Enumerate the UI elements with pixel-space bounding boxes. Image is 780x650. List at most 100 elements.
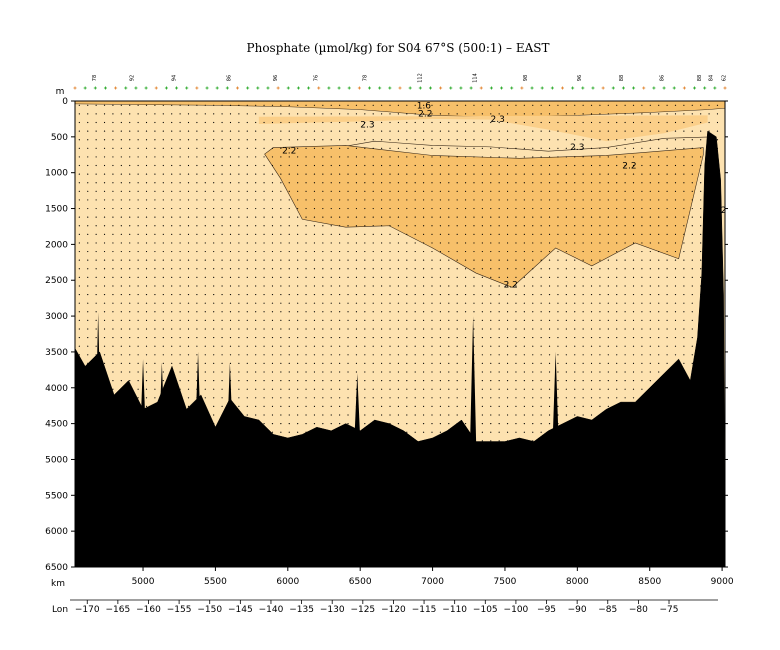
bottle-sample-dot: [540, 293, 542, 296]
bottle-sample-dot: [87, 526, 89, 528]
bottle-sample-dot: [422, 121, 425, 124]
bottle-sample-dot: [414, 414, 416, 416]
bottle-sample-dot: [473, 225, 475, 227]
plot-area: [74, 100, 726, 568]
bottle-sample-dot: [112, 354, 114, 356]
bottle-sample-dot: [574, 362, 576, 364]
bottle-sample-dot: [616, 225, 618, 227]
bottle-sample-dot: [213, 354, 215, 356]
bottle-sample-dot: [204, 104, 206, 106]
bottle-sample-dot: [422, 113, 425, 115]
bottle-sample-dot: [171, 302, 173, 304]
bottle-sample-dot: [322, 225, 324, 227]
bottle-sample-dot: [389, 276, 391, 278]
bottle-sample-dot: [641, 199, 643, 201]
bottle-sample-dot: [162, 302, 164, 304]
bottle-sample-dot: [213, 474, 215, 476]
bottle-sample-dot: [171, 354, 173, 356]
bottle-sample-dot: [381, 491, 383, 494]
bottle-sample-dot: [196, 328, 198, 330]
bottle-sample-dot: [716, 302, 719, 304]
bottle-sample-dot: [78, 113, 80, 115]
bottle-sample-dot: [372, 225, 374, 227]
bottle-sample-dot: [129, 328, 131, 330]
bottle-sample-dot: [641, 164, 643, 167]
bottle-sample-dot: [322, 474, 324, 476]
bottle-sample-dot: [95, 182, 97, 184]
bottle-sample-dot: [557, 311, 559, 313]
bottle-sample-dot: [590, 199, 593, 201]
bottle-sample-dot: [515, 414, 517, 416]
bottle-sample-dot: [129, 293, 131, 296]
bottle-sample-dot: [607, 190, 609, 192]
bottle-sample-dot: [112, 302, 114, 304]
bottle-sample-dot: [213, 534, 215, 537]
bottle-sample-dot: [87, 139, 89, 141]
bottle-sample-dot: [624, 319, 626, 321]
bottle-sample-dot: [364, 517, 366, 519]
bottle-sample-dot: [313, 104, 316, 106]
bottle-sample-dot: [322, 517, 324, 519]
bottle-sample-dot: [305, 371, 307, 373]
bottle-sample-dot: [506, 268, 509, 270]
bottle-sample-dot: [532, 311, 534, 313]
bottle-sample-dot: [95, 440, 97, 442]
bottle-sample-dot: [288, 164, 290, 167]
bottle-sample-dot: [448, 139, 450, 141]
bottle-sample-dot: [649, 380, 651, 382]
bottle-sample-dot: [464, 328, 467, 330]
bottle-sample-dot: [456, 104, 458, 106]
bottle-sample-dot: [666, 336, 668, 339]
bottle-sample-dot: [280, 448, 282, 451]
x-tick-label: 7000: [421, 577, 444, 587]
bottle-sample-dot: [305, 543, 307, 545]
bottle-sample-dot: [112, 543, 114, 545]
bottle-sample-dot: [313, 302, 316, 304]
bottle-sample-dot: [540, 552, 542, 554]
bottle-sample-dot: [288, 354, 290, 356]
bottle-sample-dot: [708, 534, 710, 537]
bottle-sample-dot: [599, 483, 601, 485]
contour-value-label: 2.2: [504, 281, 518, 291]
bottle-sample-dot: [238, 293, 240, 296]
bottle-sample-dot: [129, 534, 131, 537]
bottle-sample-dot: [154, 199, 156, 201]
bottle-sample-dot: [557, 199, 559, 201]
bottle-sample-dot: [582, 285, 584, 287]
bottle-sample-dot: [263, 156, 265, 158]
bottle-sample-dot: [515, 362, 517, 364]
bottle-sample-dot: [548, 147, 551, 149]
bottle-sample-dot: [103, 336, 106, 339]
bottle-sample-dot: [532, 130, 534, 132]
bottle-sample-dot: [498, 216, 500, 218]
bottle-sample-dot: [221, 130, 223, 132]
bottle-sample-dot: [414, 104, 416, 106]
bottle-sample-dot: [389, 552, 391, 554]
bottle-sample-dot: [481, 276, 483, 278]
bottle-sample-dot: [481, 121, 483, 124]
bottle-sample-dot: [112, 380, 114, 382]
bottle-sample-dot: [372, 156, 374, 158]
y-tick-label: 6500: [45, 563, 68, 573]
bottle-sample-dot: [213, 371, 215, 373]
bottle-sample-dot: [364, 147, 366, 149]
bottle-sample-dot: [490, 448, 492, 451]
bottle-sample-dot: [103, 164, 106, 167]
bottle-sample-dot: [464, 190, 467, 192]
bottle-sample-dot: [204, 388, 206, 390]
bottle-sample-dot: [364, 268, 366, 270]
bottle-sample-dot: [666, 354, 668, 356]
bottle-sample-dot: [666, 311, 668, 313]
bottle-sample-dot: [599, 147, 601, 149]
bottle-sample-dot: [313, 182, 316, 184]
bottle-sample-dot: [498, 293, 500, 296]
bottle-sample-dot: [607, 457, 609, 459]
bottle-sample-dot: [129, 139, 131, 141]
bottle-sample-dot: [313, 242, 316, 244]
bottle-sample-dot: [95, 466, 97, 468]
bottle-sample-dot: [103, 423, 106, 425]
bottle-sample-dot: [557, 130, 559, 132]
bottle-sample-dot: [448, 164, 450, 167]
bottle-sample-dot: [120, 182, 122, 184]
bottle-sample-dot: [607, 164, 609, 167]
